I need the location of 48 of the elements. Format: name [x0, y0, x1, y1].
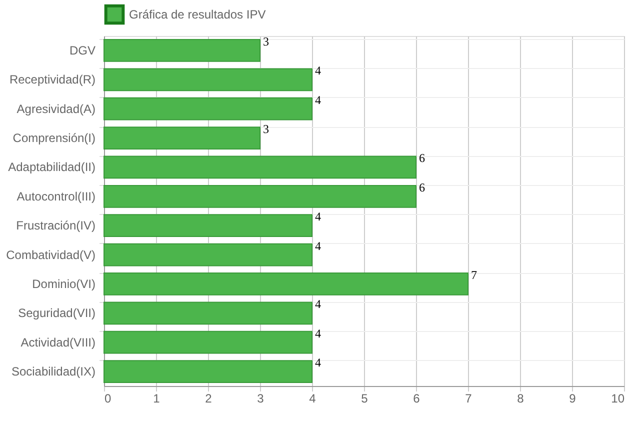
x-tick-label: 0	[104, 392, 112, 406]
x-tick-label: 4	[309, 392, 316, 406]
y-tick-label: Receptividad(R)	[9, 72, 96, 87]
data-label: 4	[315, 297, 321, 312]
x-tick-label: 8	[517, 392, 524, 406]
bar	[104, 39, 260, 62]
bar	[104, 68, 312, 92]
bar	[104, 156, 416, 179]
y-tick-label: Autocontrol(III)	[16, 189, 96, 204]
x-tick-label: 6	[413, 392, 420, 406]
bar	[104, 360, 312, 383]
y-tick-label: DGV	[69, 43, 96, 58]
x-tick-label: 7	[465, 392, 472, 406]
y-tick-label: Frustración(IV)	[16, 218, 96, 233]
data-label: 6	[419, 180, 425, 194]
y-tick-label: Seguridad(VII)	[18, 306, 96, 320]
bar	[104, 302, 312, 325]
data-label: 3	[263, 34, 269, 48]
data-label: 4	[315, 92, 321, 107]
x-tick-label: 10	[611, 392, 625, 406]
legend-label: Gráfica de resultados IPV	[129, 8, 266, 22]
data-label: 4	[315, 64, 321, 78]
x-tick-label: 3	[257, 392, 264, 406]
y-tick-label: Comprensión(I)	[12, 131, 96, 146]
x-tick-label: 2	[205, 392, 212, 406]
y-tick-label: Combatividad(V)	[6, 248, 96, 262]
bar	[104, 214, 312, 238]
bar	[104, 272, 468, 296]
bar	[104, 126, 260, 150]
data-label: 7	[471, 268, 477, 282]
data-label: 4	[315, 356, 321, 370]
x-tick-label: 5	[361, 392, 368, 406]
data-label: 3	[263, 122, 269, 136]
x-tick-label: 9	[569, 392, 576, 406]
data-label: 4	[315, 326, 321, 340]
x-tick-label: 1	[153, 392, 160, 406]
y-tick-label: Agresividad(A)	[16, 102, 96, 116]
bar	[104, 243, 312, 266]
bar	[104, 97, 312, 120]
bar	[104, 184, 416, 208]
y-tick-label: Dominio(VI)	[32, 276, 96, 291]
y-tick-label: Actividad(VIII)	[20, 335, 96, 350]
data-label: 4	[315, 238, 321, 253]
bar	[104, 330, 312, 354]
data-label: 4	[315, 210, 321, 224]
y-tick-label: Adaptabilidad(II)	[8, 160, 96, 174]
data-label: 6	[419, 151, 425, 166]
y-tick-label: Sociabilidad(IX)	[11, 364, 96, 379]
